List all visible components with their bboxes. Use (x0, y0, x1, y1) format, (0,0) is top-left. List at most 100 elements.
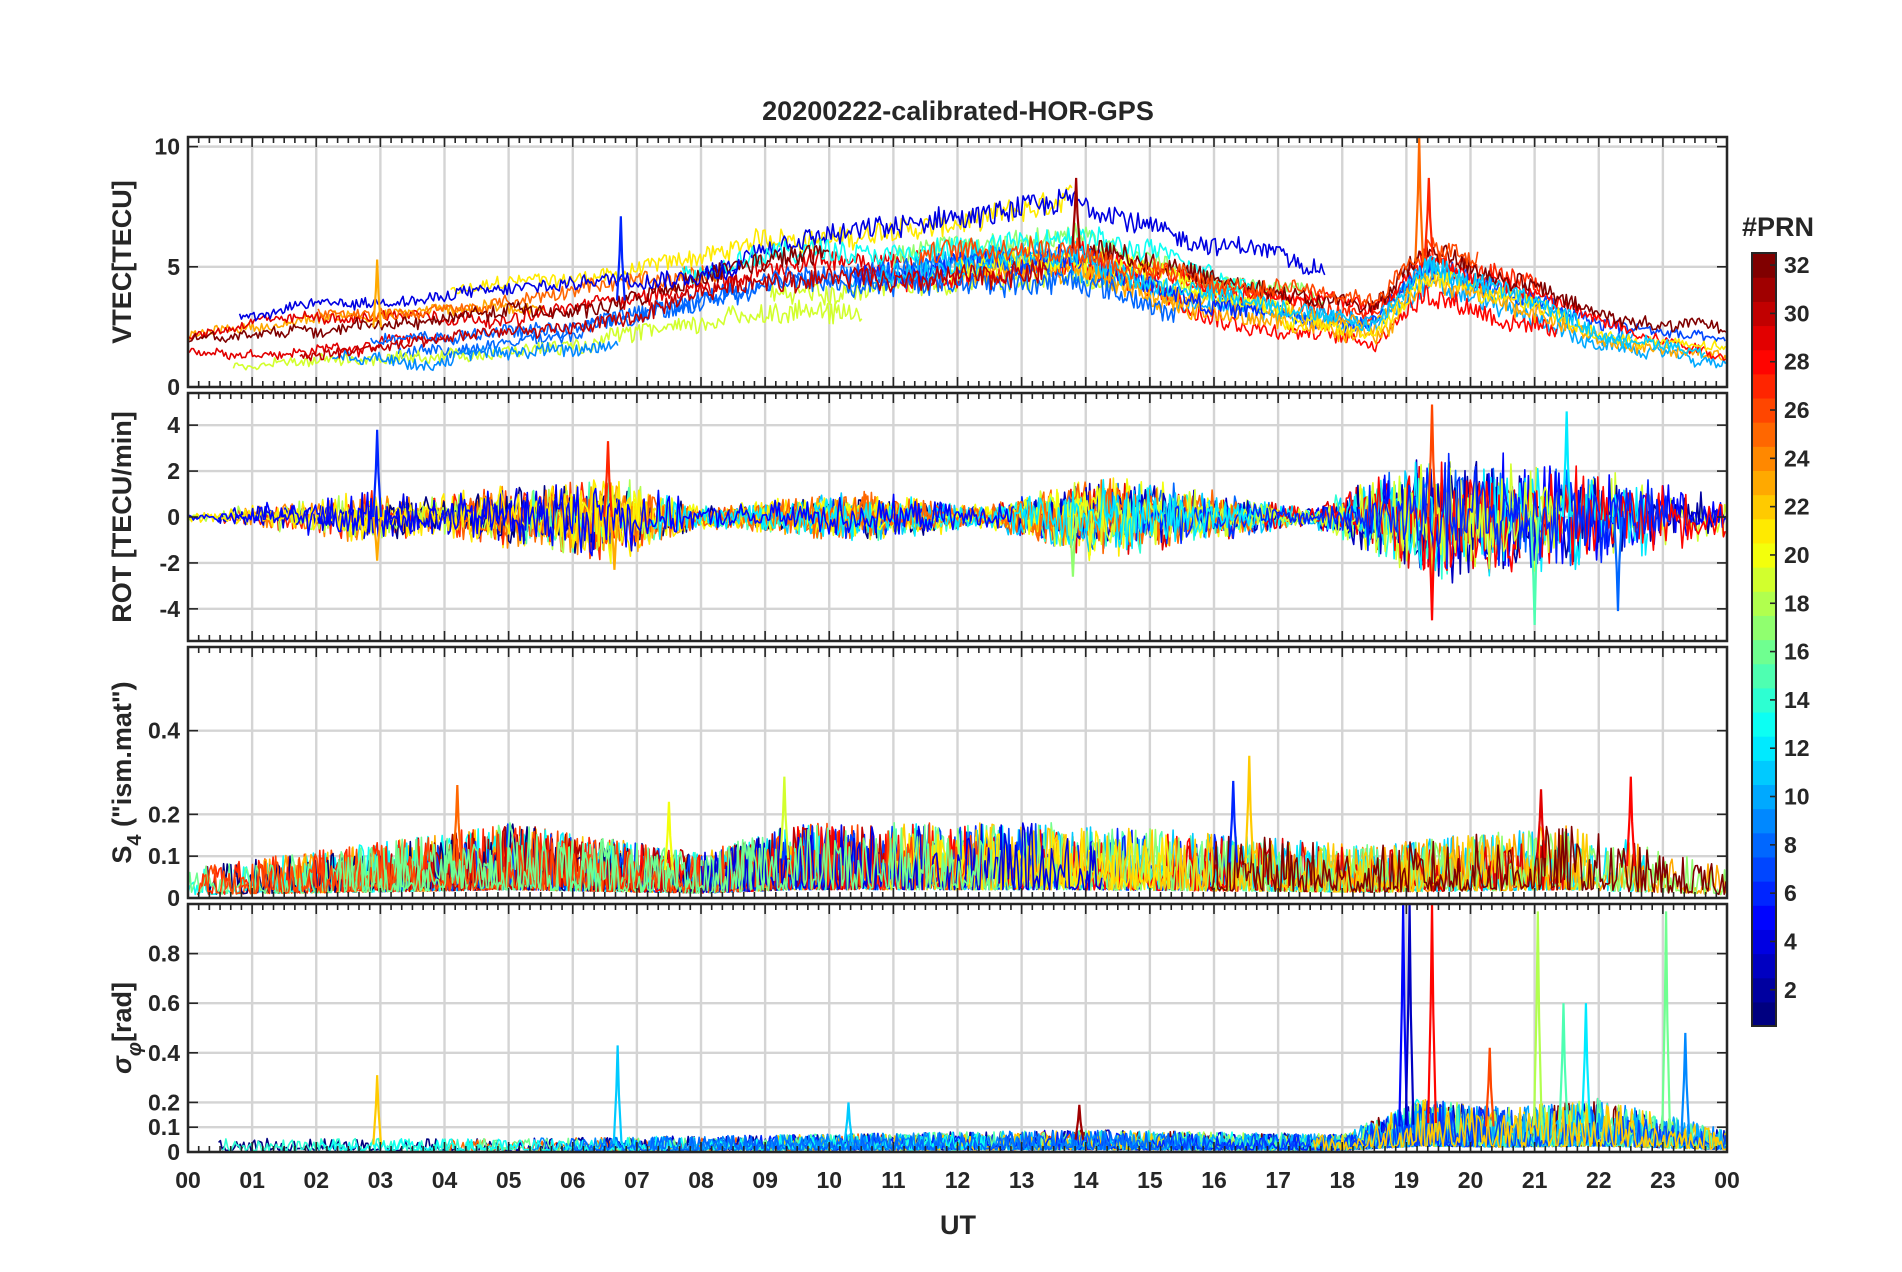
colorbar-segment (1752, 760, 1776, 786)
prn-trace (188, 479, 920, 551)
colorbar-segment (1752, 663, 1776, 689)
peak-spike (1228, 780, 1239, 863)
panel-frame (186, 391, 1729, 643)
colorbar-tick-label: 12 (1784, 735, 1810, 761)
colorbar-tick-label: 22 (1784, 494, 1810, 520)
colorbar-tick-label: 8 (1784, 832, 1797, 858)
y-tick-label: 0.4 (148, 718, 180, 744)
prn-trace (196, 822, 983, 896)
x-axis-label: UT (940, 1210, 976, 1240)
peak-spike (1625, 776, 1636, 867)
peak-spike (372, 516, 383, 561)
x-tick-label: 23 (1650, 1167, 1676, 1193)
prn-trace (1074, 1097, 1669, 1151)
x-tick-label: 05 (496, 1167, 522, 1193)
colorbar-tick-label: 20 (1784, 542, 1810, 568)
x-axis: 00 01 02 03 04 05 06 07 08 09 10 11 12 13 14 15 16 17 18 19… (175, 1167, 1740, 1193)
y-axis-label: σφ[rad] (107, 982, 146, 1074)
peak-spike (615, 216, 626, 301)
y-tick-label: 5 (167, 254, 180, 280)
colorbar-segment (1752, 905, 1776, 930)
prn-trace (188, 244, 830, 343)
x-tick-label: 15 (1137, 1167, 1163, 1193)
panel-sigma_phi: 00.10.2 0.4 0.6 0.8σφ[rad] (107, 902, 1729, 1165)
colorbar-tick-label: 18 (1784, 590, 1810, 616)
y-tick-label: 0 (167, 1139, 180, 1165)
peak-spike (1074, 1104, 1085, 1140)
prn-trace (397, 248, 1064, 360)
x-tick-label: 14 (1073, 1167, 1099, 1193)
colorbar-tick-label: 24 (1784, 445, 1810, 471)
peak-spike (1580, 1003, 1591, 1123)
prn-trace (648, 478, 1252, 551)
x-tick-label: 00 (175, 1167, 201, 1193)
peak-spike (843, 1102, 854, 1143)
colorbar-tick-label: 4 (1784, 928, 1797, 954)
prn-trace (238, 258, 742, 322)
prn-trace (918, 236, 1479, 306)
x-tick-label: 06 (560, 1167, 586, 1193)
prn-trace (332, 340, 619, 372)
prn-trace (906, 821, 1429, 893)
peak-spike (1071, 177, 1082, 249)
prn-trace (299, 259, 1048, 362)
y-tick-label: 0 (167, 504, 180, 530)
y-axis-label: VTEC[TECU] (107, 180, 137, 344)
y-tick-label: 10 (154, 134, 180, 160)
prn-trace (704, 188, 1326, 280)
x-tick-label: 16 (1201, 1167, 1227, 1193)
colorbar-tick-label: 6 (1784, 880, 1797, 906)
colorbar-segment (1752, 325, 1776, 351)
colorbar-segment (1752, 856, 1776, 882)
prn-trace (569, 1129, 1181, 1152)
peak-spike (1558, 1003, 1569, 1125)
colorbar-segment (1752, 711, 1776, 737)
prn-trace (681, 226, 1258, 294)
peak-spike (1427, 516, 1437, 621)
x-tick-label: 19 (1394, 1167, 1420, 1193)
colorbar-segment (1752, 422, 1776, 447)
colorbar-tick-label: 30 (1784, 300, 1810, 326)
x-tick-label: 21 (1522, 1167, 1548, 1193)
y-tick-label: 2 (167, 458, 180, 484)
prn-trace (188, 486, 1015, 557)
x-tick-label: 07 (624, 1167, 650, 1193)
panel-rot: -4 -2 0 2 4 ROT [TECU/min] (107, 391, 1729, 643)
colorbar-tick-label: 28 (1784, 349, 1810, 375)
peak-spike (372, 1075, 383, 1145)
colorbar-segment (1752, 615, 1776, 641)
peak-spike (1404, 904, 1415, 1125)
x-tick-label: 04 (432, 1167, 458, 1193)
peak-spike (1536, 789, 1546, 858)
peak-spike (1398, 904, 1409, 1127)
x-tick-label: 02 (303, 1167, 329, 1193)
panel-frame (186, 645, 1729, 900)
peak-spike (603, 441, 613, 518)
y-tick-label: 0.8 (148, 941, 180, 967)
x-tick-label: 12 (945, 1167, 971, 1193)
x-tick-label: 22 (1586, 1167, 1612, 1193)
series-group (218, 904, 1727, 1152)
colorbar-tick-label: 2 (1784, 977, 1797, 1003)
y-tick-label: 0.4 (148, 1040, 180, 1066)
peak-spike (372, 259, 383, 328)
y-tick-label: 0 (167, 374, 180, 400)
peak-spike (779, 776, 790, 859)
y-tick-label: 4 (167, 412, 180, 438)
prn-trace (1312, 1099, 1727, 1151)
peak-spike (1427, 404, 1437, 518)
prn-trace (188, 333, 446, 361)
peak-spike (1680, 1032, 1691, 1135)
series-group (188, 404, 1727, 625)
colorbar-segment (1752, 1001, 1776, 1027)
prn-trace (1210, 825, 1727, 896)
y-tick-label: 0.2 (148, 801, 180, 827)
colorbar-tick-label: 26 (1784, 397, 1810, 423)
x-tick-label: 00 (1714, 1167, 1740, 1193)
colorbar-segment (1752, 567, 1776, 592)
y-tick-label: 0.1 (148, 1114, 180, 1140)
y-tick-label: 0.2 (148, 1089, 180, 1115)
colorbar-label: #PRN (1742, 212, 1814, 242)
x-tick-label: 10 (816, 1167, 842, 1193)
